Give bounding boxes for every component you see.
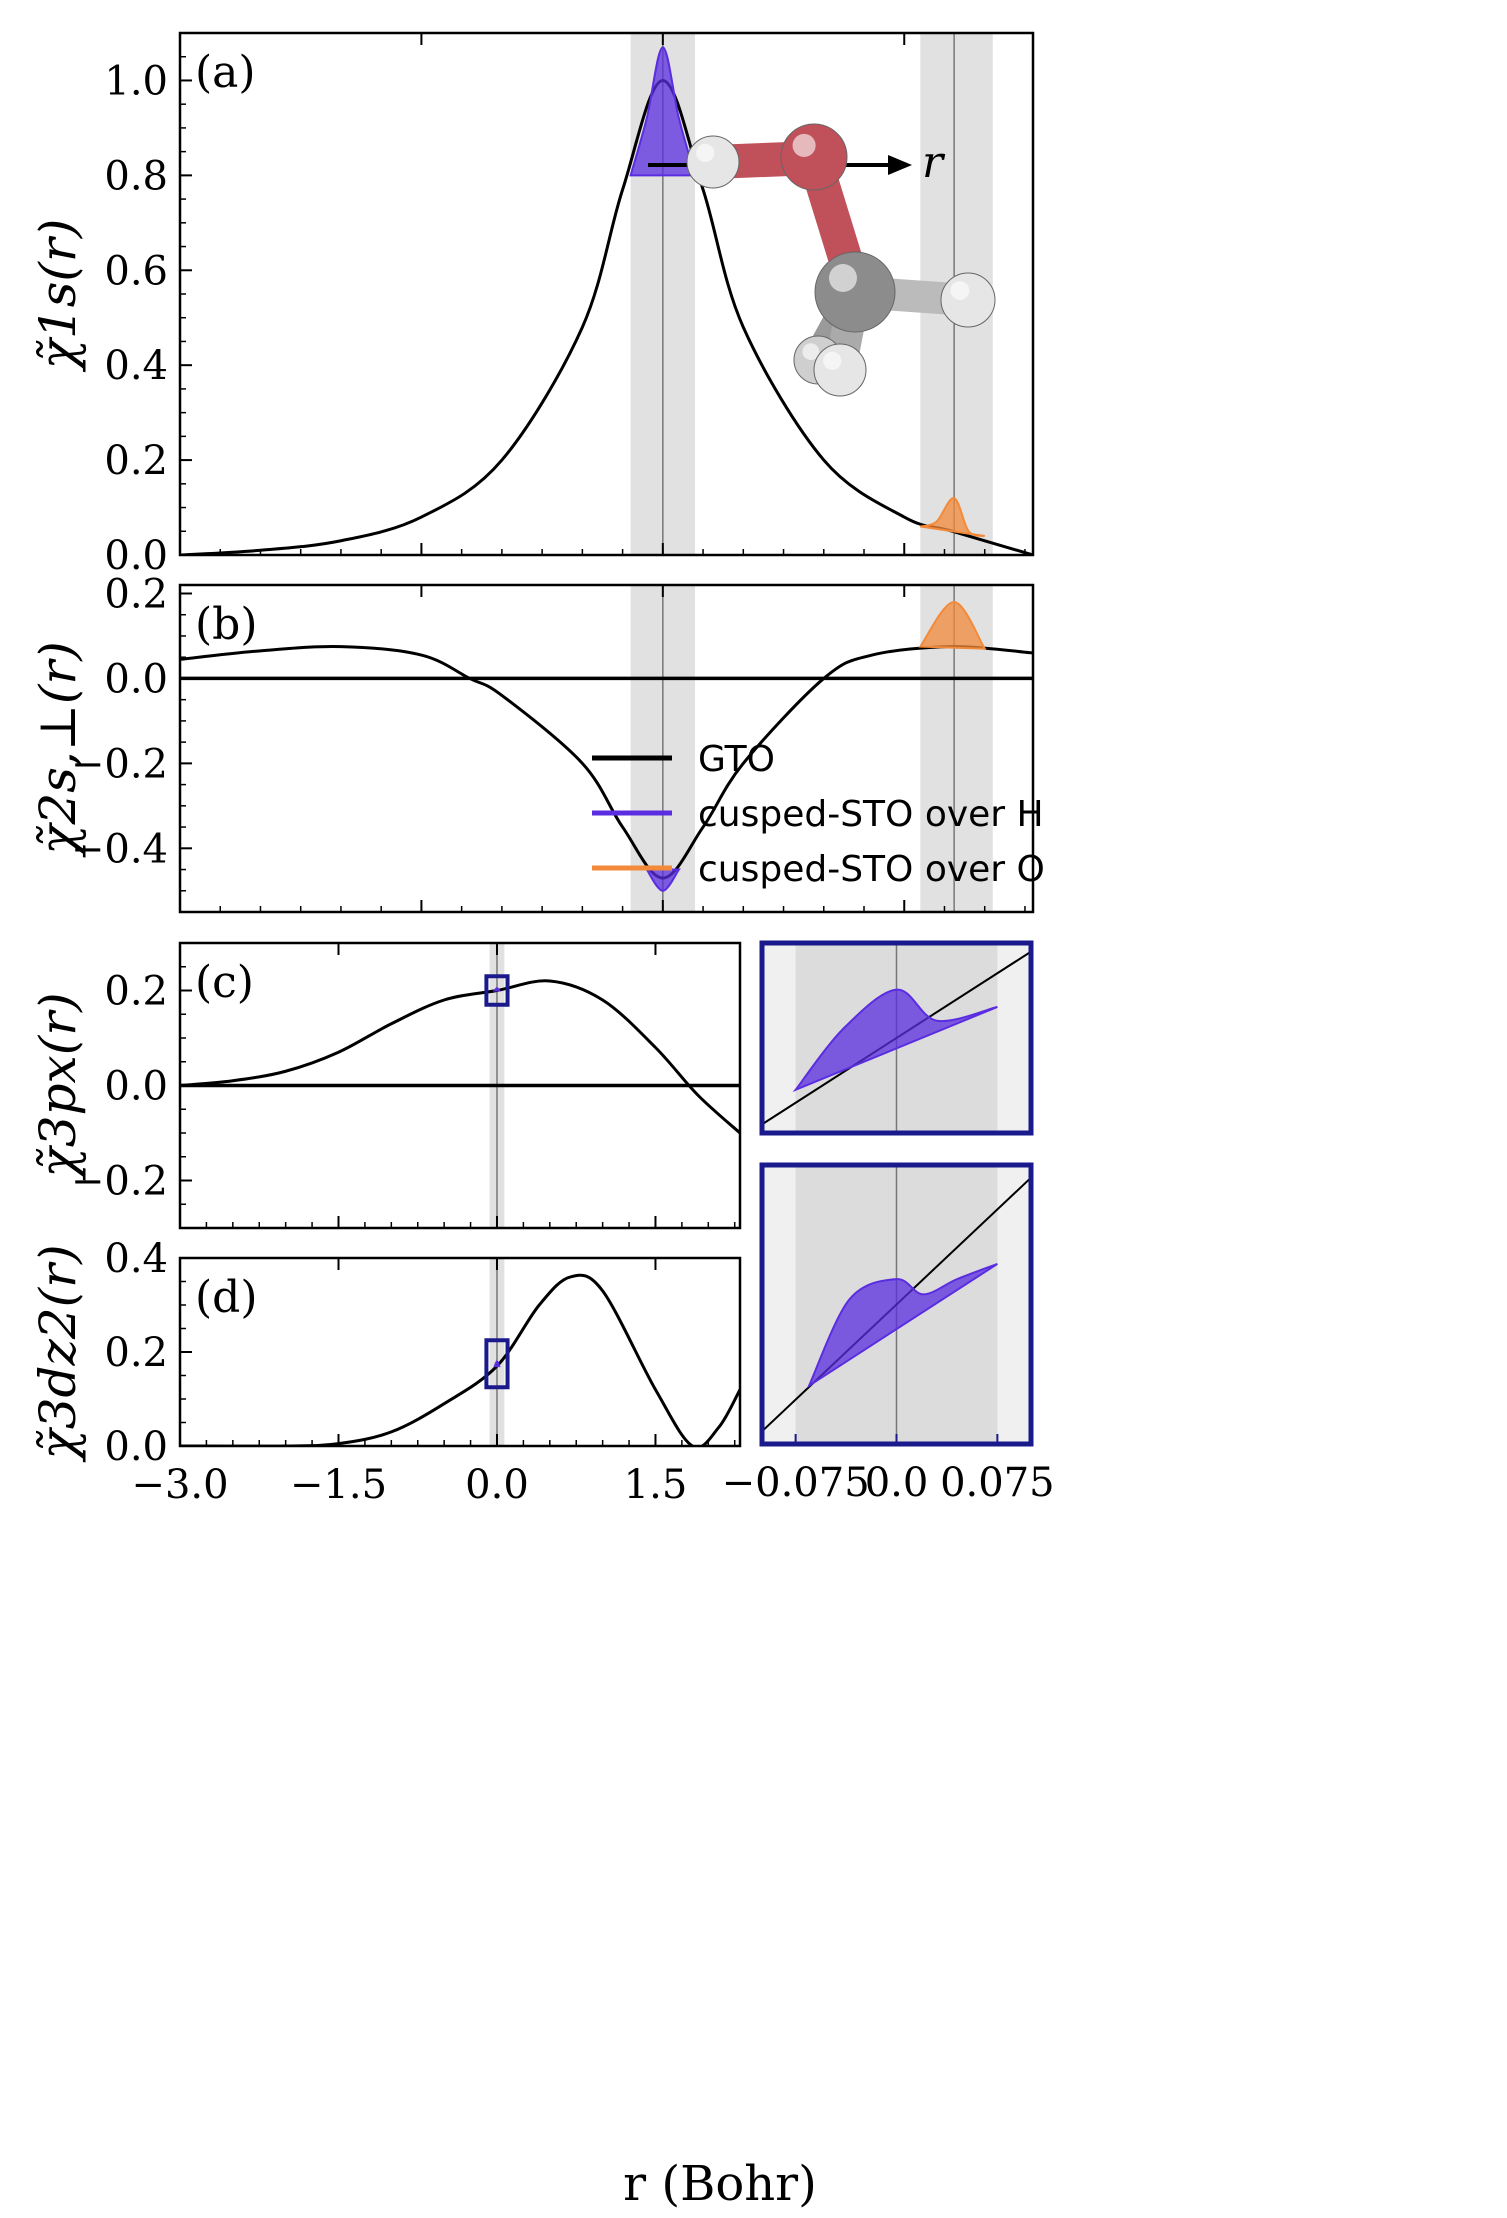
x-tick-label: 1.5: [624, 1462, 688, 1508]
atom-o-highlight: [792, 133, 816, 157]
y-tick-label: 0.2: [104, 969, 168, 1015]
y-tick-label: −0.4: [71, 826, 168, 872]
axes-frame: [178, 1256, 742, 1448]
x-tick-label: −1.5: [290, 1462, 387, 1508]
series-sto-h-area: [493, 1360, 501, 1368]
panel-b: −0.4 −0.2 0.0 0.2 (b) χ̃2s,⊥(r): [29, 571, 1035, 914]
panel-c: −0.2 0.0 0.2 (c) χ̃3px(r): [29, 941, 742, 1230]
x-tick-label: 0.0: [865, 1460, 929, 1506]
series-sto-o-area: [920, 497, 985, 538]
axes-frame: [178, 583, 1035, 914]
y-axis-label: χ̃3px(r): [29, 992, 87, 1180]
y-tick-label: 0.8: [104, 153, 168, 199]
legend-label: cusped-STO over H: [698, 794, 1044, 835]
atom-c: [814, 251, 896, 333]
molecule-inset: r: [648, 123, 996, 397]
atom-h-highlight: [823, 351, 842, 370]
zoom-box: [484, 974, 510, 1007]
y-tick-label: 0.2: [104, 438, 168, 484]
y-tick-label: 0.4: [104, 343, 168, 389]
plot-area: [180, 979, 740, 1135]
series-sto-h-area: [629, 46, 697, 177]
series-gto-line: [180, 979, 740, 1135]
panel-inset-c: [759, 940, 1034, 1136]
x-tick-label: 0.075: [940, 1460, 1055, 1506]
arrow-label: r: [922, 137, 946, 188]
x-tick-label: 0.0: [465, 1462, 529, 1508]
y-tick-label: −0.2: [71, 1159, 168, 1205]
y-axis-label: χ̃2s,⊥(r): [29, 641, 87, 858]
atom-h: [813, 343, 867, 397]
atom-c-highlight: [829, 264, 857, 292]
plot-area: [180, 46, 1033, 555]
series-gto-line: [180, 1273, 740, 1446]
y-tick-label: −0.2: [71, 741, 168, 787]
x-axis-label: r (Bohr): [623, 2156, 817, 2212]
series-gto-line: [180, 78, 1033, 555]
plot-area: [180, 600, 1033, 892]
legend-label: GTO: [698, 739, 775, 780]
series-sto-h-area: [644, 868, 681, 892]
inset-frame: [759, 940, 1034, 1136]
y-tick-label: 1.0: [104, 58, 168, 104]
y-axis-label: χ̃3dz2(r): [29, 1244, 87, 1462]
panel-label: (c): [195, 957, 254, 1008]
atom-h-highlight: [696, 143, 715, 162]
plot-area: [762, 950, 1031, 1126]
arrow-head: [888, 155, 912, 175]
series-sto-h-area: [806, 1262, 998, 1389]
plot-area: [180, 1273, 740, 1446]
y-tick-label: 0.2: [104, 1330, 168, 1376]
atom-h-highlight: [950, 281, 970, 300]
y-tick-label: 0.0: [104, 1424, 168, 1470]
series-gto-line: [180, 644, 1033, 880]
panel-label: (d): [195, 1272, 258, 1323]
y-tick-label: 0.0: [104, 1064, 168, 1110]
legend-label: cusped-STO over O: [698, 849, 1045, 890]
y-tick-label: 0.2: [104, 571, 168, 617]
series-sto-o-area: [918, 600, 987, 650]
y-axis-label: χ̃1s(r): [29, 219, 87, 373]
atom-h: [940, 272, 996, 328]
plot-area: [762, 1176, 1031, 1433]
legend: GTO cusped-STO over H cusped-STO over O: [592, 739, 1045, 890]
x-tick-label: −0.075: [722, 1460, 870, 1506]
y-tick-label: 0.0: [104, 656, 168, 702]
y-tick-label: 0.6: [104, 248, 168, 294]
atom-o: [780, 123, 848, 191]
x-tick-label: −3.0: [131, 1462, 228, 1508]
panel-d: 0.0 0.2 0.4 −3.0 −1.5 0.0 1.5 (d) χ̃3dz2(r): [29, 1236, 742, 1508]
atom-h-highlight: [802, 343, 820, 360]
zoom-box: [484, 1338, 510, 1390]
panel-label: (a): [195, 47, 256, 98]
atom-h: [686, 135, 740, 189]
y-tick-label: 0.0: [104, 533, 168, 579]
series-sto-h-area: [792, 988, 998, 1093]
y-tick-label: 0.4: [104, 1236, 168, 1282]
panel-label: (b): [195, 599, 258, 650]
series-sto-h-area: [492, 987, 502, 992]
